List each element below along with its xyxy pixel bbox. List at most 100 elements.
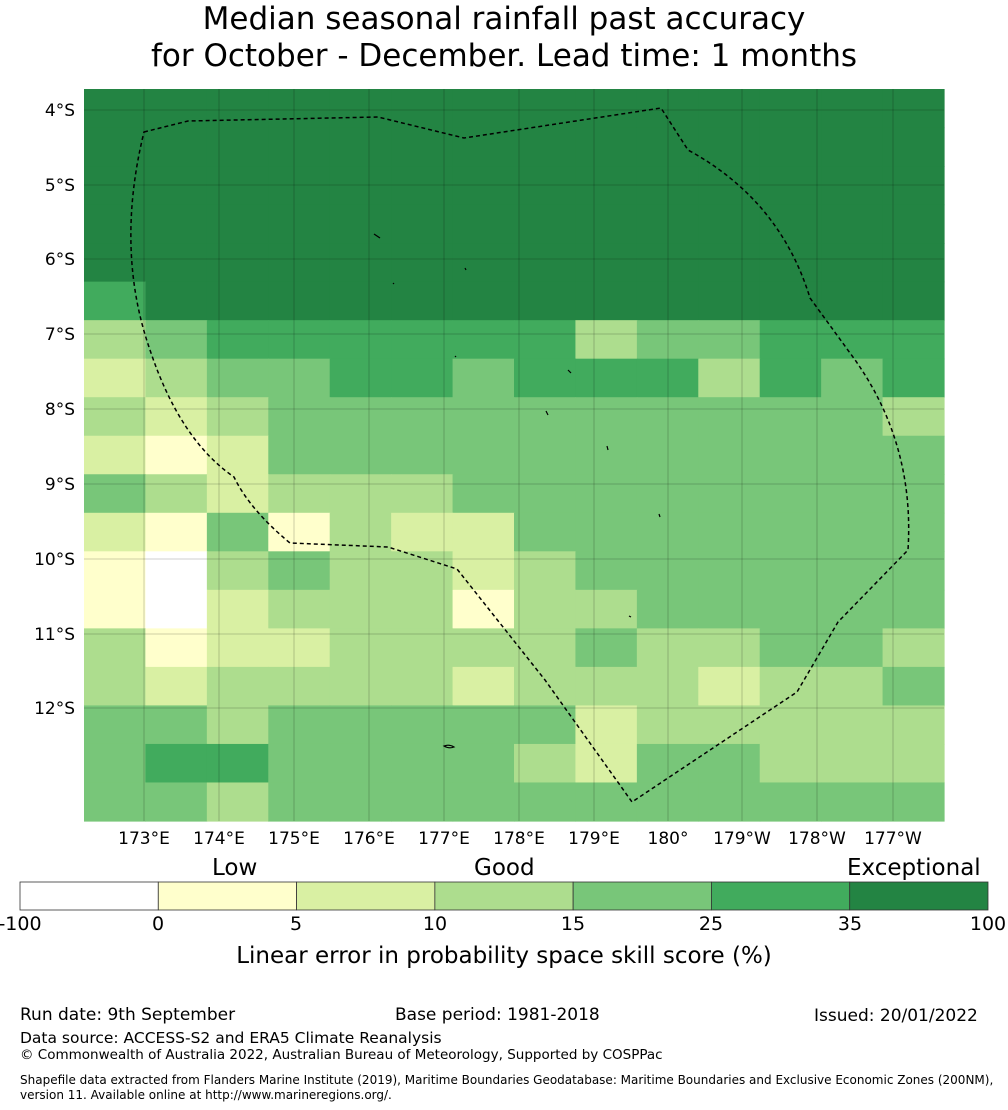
grid-cell [452,204,515,244]
grid-cell [206,589,269,629]
colorbar-segment [434,881,574,911]
shapefile-credit-line-2: version 11. Available online at http://w… [20,1088,392,1102]
grid-cell [882,435,945,475]
grid-cell [391,474,454,514]
grid-cell [575,397,638,437]
graticule [84,89,944,821]
longitude-label: 176°E [343,829,395,849]
grid-cell [145,281,208,321]
grid-cell [759,358,822,398]
grid-cell [575,320,638,360]
grid-cell [391,435,454,475]
longitude-label: 175°E [268,829,320,849]
grid-cell [698,358,761,398]
colorbar-category-low: Low [212,855,258,881]
grid-cell [268,358,331,398]
colorbar-segment [296,881,436,911]
grid-cell [268,551,331,591]
grid-cell [575,435,638,475]
grid-cell [84,397,147,437]
grid-cell [329,204,392,244]
grid-cell [268,666,331,707]
latitude-label: 5°S [45,176,75,196]
grid-cell [452,666,515,707]
grid-cell [575,628,638,668]
grid-cell [452,474,515,514]
grid-cell [268,628,331,668]
latitude-label: 10°S [34,550,75,570]
grid-cell [452,551,515,591]
skill-score-grid [84,89,945,822]
grid-cell [206,435,269,475]
grid-cell [206,89,269,129]
grid-cell [145,127,208,167]
grid-cell [452,705,515,745]
grid-cell [575,281,638,321]
grid-cell [698,512,761,552]
grid-cell [84,666,147,707]
grid-cell [821,628,884,668]
latitude-label: 12°S [34,699,75,719]
grid-cell [452,743,515,784]
grid-cell [821,512,884,552]
grid-cell [452,589,515,629]
grid-cell [759,127,822,167]
grid-cell [575,782,638,822]
grid-cell [882,127,945,167]
colorbar-category-good: Good [474,855,535,881]
grid-cell [84,589,147,629]
colorbar-tick: 25 [698,913,724,935]
colorbar-tick: 100 [969,913,1007,935]
latitude-label: 11°S [34,625,75,645]
grid-cell [575,358,638,398]
grid-cell [391,589,454,629]
grid-cell [452,281,515,321]
grid-cell [821,782,884,822]
grid-cell [514,89,577,129]
grid-cell [759,551,822,591]
grid-cell [84,474,147,514]
map-title-line-1: Median seasonal rainfall past accuracy [202,1,806,37]
grid-cell [206,281,269,321]
grid-cell [636,782,699,822]
grid-cell [698,474,761,514]
grid-cell [145,474,208,514]
longitude-label: 180° [648,829,689,849]
grid-cell [329,705,392,745]
grid-cell [636,281,699,321]
grid-cell [84,705,147,745]
grid-cell [268,204,331,244]
grid-cell [821,127,884,167]
grid-cell [452,628,515,668]
grid-cell [391,320,454,360]
grid-cell [329,589,392,629]
grid-cell [636,320,699,360]
grid-cell [821,435,884,475]
data-source: Data source: ACCESS-S2 and ERA5 Climate … [20,1029,442,1047]
grid-cell [575,204,638,244]
grid-cell [821,243,884,283]
grid-cell [391,281,454,321]
grid-cell [145,243,208,283]
grid-cell [514,358,577,398]
grid-cell [698,666,761,707]
grid-cell [575,243,638,283]
grid-cell [391,397,454,437]
grid-cell [514,743,577,784]
grid-cell [882,551,945,591]
base-period: Base period: 1981-2018 [395,1005,600,1025]
grid-cell [882,782,945,822]
grid-cell [268,243,331,283]
colorbar-tick: 15 [560,913,586,935]
grid-cell [575,89,638,129]
grid-cell [329,628,392,668]
grid-cell [206,628,269,668]
grid-cell [514,166,577,206]
grid-cell [329,474,392,514]
grid-cell [575,589,638,629]
grid-cell [206,474,269,514]
copyright: © Commonwealth of Australia 2022, Austra… [20,1047,663,1063]
grid-cell [698,551,761,591]
grid-cell [452,782,515,822]
grid-cell [391,705,454,745]
